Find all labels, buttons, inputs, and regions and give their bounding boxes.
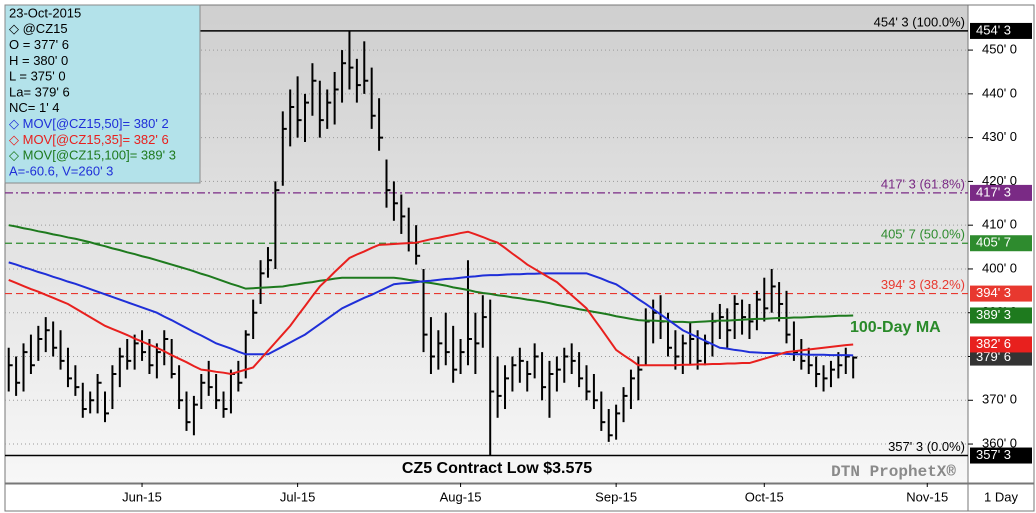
level-axis-label: 394' 3 [976, 285, 1011, 300]
x-tick-label: Nov-15 [906, 489, 948, 504]
watermark: DTN ProphetX® [831, 463, 956, 481]
y-tick-label: 370' 0 [982, 392, 1017, 407]
level-axis-box [970, 285, 1032, 302]
level-label: 405' 7 (50.0%) [881, 227, 965, 242]
info-line: ◇ @CZ15 [9, 21, 68, 36]
end-label: 389' 3 [976, 307, 1011, 322]
annotation: 100-Day MA [850, 319, 941, 336]
info-line: L = 375' 0 [9, 69, 66, 84]
level-axis-box [970, 447, 1032, 464]
level-axis-box [970, 184, 1032, 201]
info-line: 23-Oct-2015 [9, 5, 81, 20]
x-tick-label: Jun-15 [122, 489, 162, 504]
info-line: ◇ MOV[@CZ15,50]= 380' 2 [9, 116, 169, 131]
end-label-box [970, 349, 1032, 366]
y-tick-label: 450' 0 [982, 42, 1017, 57]
y-tick-label: 430' 0 [982, 129, 1017, 144]
end-label-box [970, 336, 1032, 353]
level-axis-label: 454' 3 [976, 22, 1011, 37]
info-line: NC= 1' 4 [9, 100, 60, 115]
level-axis-label: 417' 3 [976, 184, 1011, 199]
y-tick-label: 420' 0 [982, 173, 1017, 188]
y-tick-label: 360' 0 [982, 435, 1017, 450]
info-line: La= 379' 6 [9, 84, 70, 99]
info-line: ◇ MOV[@CZ15,35]= 382' 6 [9, 132, 169, 147]
info-line: A=-60.6, V=260' 3 [9, 163, 113, 178]
end-label: 379' 6 [976, 349, 1011, 364]
level-label: 454' 3 (100.0%) [874, 14, 965, 29]
y-tick-label: 410' 0 [982, 217, 1017, 232]
moving-average [8, 224, 854, 324]
interval-box [967, 483, 1035, 512]
level-axis-box [970, 235, 1032, 252]
x-tick-label: Aug-15 [440, 489, 482, 504]
level-axis-label: 405' 7 [976, 235, 1011, 250]
end-label: 382' 6 [976, 336, 1011, 351]
y-tick-label: 440' 0 [982, 85, 1017, 100]
info-panel [4, 4, 201, 184]
moving-average [8, 261, 854, 357]
level-label: 357' 3 (0.0%) [888, 439, 965, 454]
info-line: O = 377' 6 [9, 37, 69, 52]
annotation: CZ5 Contract Low $3.575 [402, 460, 592, 477]
time-axis [4, 483, 969, 512]
y-tick-label: 400' 0 [982, 260, 1017, 275]
level-label: 394' 3 (38.2%) [881, 277, 965, 292]
level-axis-box [970, 22, 1032, 39]
x-tick-label: Sep-15 [595, 489, 637, 504]
level-label: 417' 3 (61.8%) [881, 176, 965, 191]
moving-average [8, 230, 854, 376]
end-label-box [970, 307, 1032, 324]
interval-label: 1 Day [984, 489, 1018, 504]
x-tick-label: Oct-15 [745, 489, 784, 504]
info-line: H = 380' 0 [9, 53, 68, 68]
level-axis-label: 357' 3 [976, 447, 1011, 462]
info-line: ◇ MOV[@CZ15,100]= 389' 3 [9, 148, 176, 163]
x-tick-label: Jul-15 [280, 489, 315, 504]
